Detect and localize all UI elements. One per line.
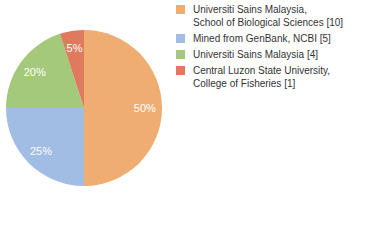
data-label: 20% bbox=[24, 66, 46, 78]
legend-label: Mined from GenBank, NCBI [5] bbox=[193, 33, 331, 44]
legend-swatch bbox=[176, 50, 185, 59]
legend: Universiti Sains Malaysia,School of Biol… bbox=[176, 4, 343, 89]
legend-label: Central Luzon State University,College o… bbox=[193, 65, 330, 89]
slice bbox=[60, 30, 84, 108]
data-label: 50% bbox=[134, 102, 156, 114]
legend-label: Universiti Sains Malaysia,School of Biol… bbox=[193, 4, 343, 28]
data-label: 5% bbox=[67, 42, 83, 54]
legend-swatch bbox=[176, 5, 185, 14]
legend-swatch bbox=[176, 66, 185, 75]
pie bbox=[6, 30, 162, 186]
slice bbox=[6, 108, 84, 186]
legend-label: Universiti Sains Malaysia [4] bbox=[193, 49, 318, 60]
legend-swatch bbox=[176, 34, 185, 43]
slice bbox=[84, 30, 162, 186]
data-labels: 50% 25% 20% 5% bbox=[24, 42, 156, 157]
data-label: 25% bbox=[30, 145, 52, 157]
chart: 50% 25% 20% 5% Universiti Sains Malaysia,Sch… bbox=[0, 0, 380, 240]
